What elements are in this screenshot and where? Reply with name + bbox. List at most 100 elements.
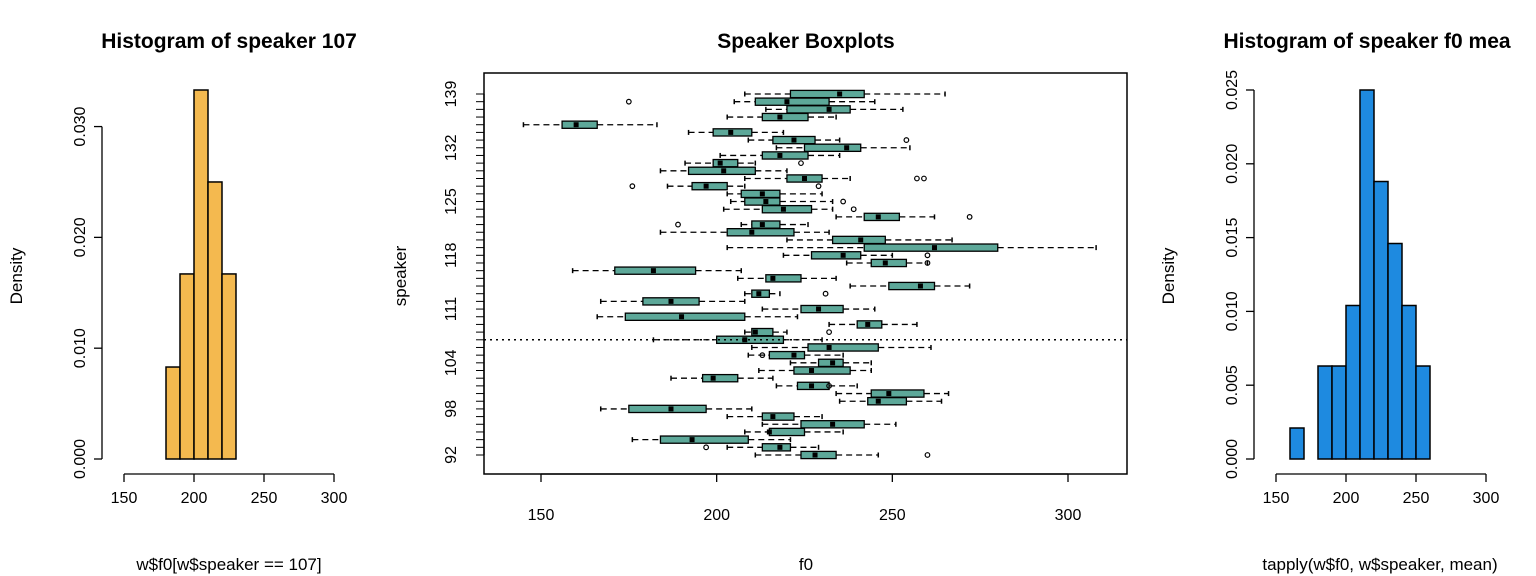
boxplot-speaker-136	[726, 112, 837, 122]
box	[761, 412, 795, 421]
boxplot-speaker-93	[703, 443, 820, 452]
chart-title: Histogram of speaker f0 mea	[1223, 30, 1510, 53]
boxplot-speaker-120	[786, 235, 953, 245]
histogram-bar	[1415, 365, 1431, 460]
outlier-point	[903, 137, 910, 143]
box	[751, 220, 781, 229]
median-marker	[721, 168, 727, 174]
median-marker	[875, 214, 881, 220]
x-axis: 150 200 250 300	[528, 473, 1081, 524]
histogram-bar	[221, 273, 237, 460]
median-marker	[752, 329, 758, 335]
median-marker	[816, 306, 822, 312]
boxplot-speaker-105	[747, 350, 844, 360]
boxplot-speaker-100	[835, 389, 950, 398]
median-marker	[809, 368, 815, 374]
box	[761, 443, 792, 452]
boxplot-speaker-123	[835, 212, 973, 222]
boxplot-speaker-122	[675, 220, 809, 229]
box	[807, 343, 879, 352]
outlier-point	[625, 98, 632, 105]
median-marker	[791, 137, 797, 143]
outlier-point	[703, 444, 710, 451]
x-axis: 150 200 250 300	[111, 473, 347, 507]
y-axis: 0.000 0.010 0.020 0.030	[72, 106, 103, 479]
x-tick-label: 200	[703, 507, 730, 524]
outlier-point	[924, 260, 931, 266]
boxplot-speaker-139	[744, 89, 946, 99]
outlier-point	[798, 160, 804, 167]
box	[786, 105, 851, 114]
boxplot-speaker-116	[571, 266, 743, 275]
box	[744, 197, 781, 206]
box	[659, 435, 749, 444]
box	[867, 396, 908, 406]
boxplot-boxes	[484, 89, 1127, 460]
box	[768, 350, 806, 360]
x-axis-label: f0	[799, 555, 813, 574]
box	[800, 304, 844, 314]
median-marker	[844, 145, 850, 151]
median-marker	[668, 406, 674, 412]
boxplot-speaker-132	[775, 143, 911, 153]
y-tick-label: 118	[443, 242, 460, 268]
median-marker	[668, 298, 674, 304]
outlier-point	[826, 382, 832, 389]
box	[726, 228, 795, 237]
x-tick-label: 250	[251, 490, 278, 507]
histogram-bar	[1331, 365, 1347, 460]
x-tick-label: 150	[111, 490, 138, 507]
box	[870, 389, 925, 398]
boxplot-speaker-99	[838, 396, 943, 406]
boxplot-speaker-135	[522, 120, 658, 129]
median-marker	[717, 160, 723, 166]
boxplot-speaker-121	[659, 228, 830, 237]
outlier-point	[840, 198, 847, 205]
boxplot-speaker-114	[849, 281, 971, 291]
y-tick-label: 0.000	[1224, 439, 1241, 479]
boxplot-speaker-106	[751, 343, 932, 352]
histogram-speaker-means: Histogram of speaker f0 mea tapply(w$f0,…	[1159, 30, 1511, 574]
boxplot-speaker-129	[659, 166, 788, 176]
boxplot-speaker-119	[726, 243, 1097, 252]
boxplot-speaker-92	[754, 450, 931, 460]
y-tick-label: 0.020	[72, 217, 89, 257]
y-tick-label: 125	[443, 188, 460, 215]
median-marker	[573, 122, 579, 128]
median-marker	[865, 321, 871, 327]
box	[561, 120, 598, 129]
boxplot-speaker-133	[747, 135, 910, 145]
y-axis-label: Density	[7, 247, 26, 304]
outlier-point	[826, 329, 832, 336]
median-marker	[809, 383, 815, 389]
y-tick-label: 92	[443, 446, 460, 464]
median-marker	[882, 260, 888, 266]
boxplot-speaker-134	[687, 128, 785, 137]
y-tick-label: 0.010	[72, 328, 89, 368]
boxplot-speaker-109	[828, 320, 918, 329]
box	[701, 373, 739, 383]
median-marker	[830, 421, 836, 427]
histogram-bar	[193, 89, 209, 460]
box	[754, 97, 830, 106]
speaker-boxplots: Speaker Boxplots f0 speaker 150 200 250 300…	[391, 30, 1128, 574]
box	[691, 181, 728, 191]
outlier-point	[822, 290, 829, 297]
median-marker	[770, 414, 776, 420]
median-marker	[728, 129, 734, 135]
y-axis-label: Density	[1159, 247, 1178, 304]
box	[888, 281, 936, 291]
median-marker	[679, 314, 685, 320]
box	[751, 327, 774, 337]
box	[863, 212, 901, 222]
median-marker	[917, 283, 923, 289]
median-marker	[830, 360, 836, 366]
median-marker	[710, 375, 716, 381]
x-tick-label: 150	[528, 507, 555, 524]
y-tick-label: 104	[443, 349, 460, 376]
median-marker	[791, 352, 797, 358]
median-marker	[749, 229, 755, 235]
x-tick-label: 250	[1403, 490, 1430, 507]
median-marker	[837, 91, 843, 97]
y-tick-label: 0.030	[72, 106, 89, 146]
